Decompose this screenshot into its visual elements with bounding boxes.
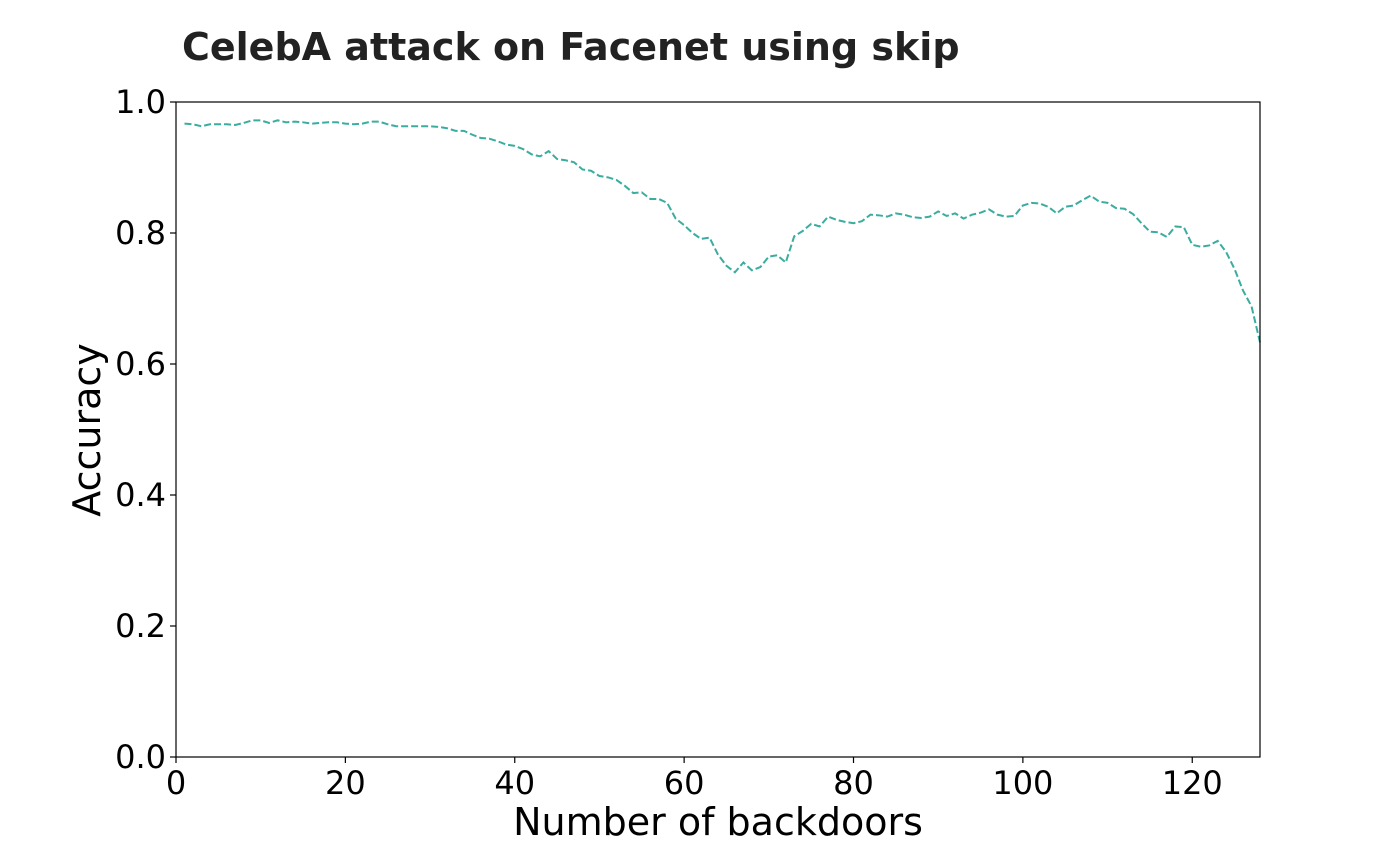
x-tick-label: 60: [664, 764, 705, 802]
x-axis: 0 20 40 60 80 100 120: [166, 757, 1223, 802]
x-tick-label: 20: [325, 764, 366, 802]
y-axis: 0.0 0.2 0.4 0.6 0.8 1.0: [115, 83, 176, 776]
chart-title: CelebA attack on Facenet using skip: [182, 25, 960, 69]
y-tick-label: 0.6: [115, 345, 166, 383]
x-tick-label: 40: [494, 764, 535, 802]
x-tick-label: 120: [1162, 764, 1223, 802]
x-axis-label: Number of backdoors: [513, 800, 923, 844]
x-tick-label: 80: [833, 764, 874, 802]
y-tick-label: 0.4: [115, 476, 166, 514]
y-axis-label: Accuracy: [65, 343, 109, 517]
y-tick-label: 0.0: [115, 738, 166, 776]
y-tick-label: 0.8: [115, 214, 166, 252]
y-tick-label: 1.0: [115, 83, 166, 121]
plot-frame: [175, 101, 1261, 758]
series-line-0: [184, 119, 1261, 343]
x-tick-label: 0: [166, 764, 186, 802]
plot-area: [184, 119, 1261, 343]
y-tick-label: 0.2: [115, 607, 166, 645]
x-tick-label: 100: [992, 764, 1053, 802]
